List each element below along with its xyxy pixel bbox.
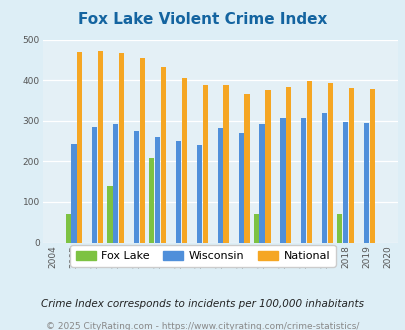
Bar (217, 128, 222, 243)
Bar (369, 89, 374, 243)
Bar (181, 78, 186, 243)
Bar (196, 145, 201, 243)
Bar (71, 144, 77, 243)
Bar (321, 114, 326, 243)
Bar (363, 123, 368, 243)
Bar (348, 88, 353, 243)
Bar (301, 118, 306, 243)
Bar (259, 124, 264, 243)
Bar (119, 53, 124, 243)
Text: © 2025 CityRating.com - https://www.cityrating.com/crime-statistics/: © 2025 CityRating.com - https://www.city… (46, 322, 359, 330)
Bar (65, 214, 70, 243)
Bar (342, 121, 347, 243)
Bar (327, 82, 333, 243)
Bar (134, 131, 139, 243)
Bar (238, 133, 243, 243)
Bar (306, 82, 311, 243)
Bar (149, 158, 154, 243)
Bar (264, 89, 270, 243)
Bar (202, 85, 207, 243)
Bar (253, 214, 258, 243)
Bar (336, 214, 341, 243)
Legend: Fox Lake, Wisconsin, National: Fox Lake, Wisconsin, National (70, 245, 335, 267)
Bar (223, 85, 228, 243)
Bar (92, 127, 97, 243)
Bar (175, 141, 181, 243)
Bar (140, 58, 145, 243)
Bar (286, 87, 291, 243)
Bar (77, 52, 82, 243)
Bar (98, 50, 103, 243)
Bar (279, 118, 285, 243)
Text: Fox Lake Violent Crime Index: Fox Lake Violent Crime Index (78, 12, 327, 26)
Bar (160, 67, 166, 243)
Bar (107, 186, 112, 243)
Bar (244, 94, 249, 243)
Bar (155, 137, 160, 243)
Bar (113, 124, 118, 243)
Text: Crime Index corresponds to incidents per 100,000 inhabitants: Crime Index corresponds to incidents per… (41, 299, 364, 309)
